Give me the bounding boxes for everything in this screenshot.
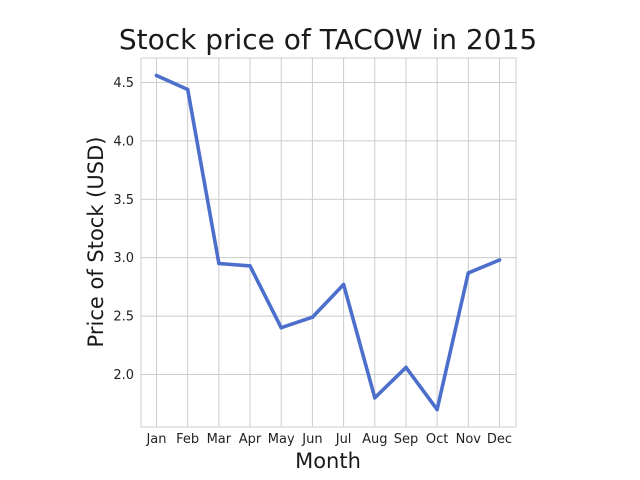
x-axis-label: Month xyxy=(295,449,361,473)
y-tick-label: 3.0 xyxy=(113,251,134,266)
y-tick-label: 4.0 xyxy=(113,134,134,149)
y-tick-label: 4.5 xyxy=(113,76,134,91)
data-point-nov xyxy=(466,271,471,275)
x-tick-label: Mar xyxy=(207,432,232,447)
y-tick-label: 3.5 xyxy=(113,193,134,208)
y-tick-labels: 2.0 2.5 3.0 3.5 4.0 4.5 xyxy=(113,76,134,383)
y-tick-label: 2.0 xyxy=(113,368,134,383)
x-tick-label: Feb xyxy=(176,432,199,447)
x-tick-label: Jun xyxy=(301,432,322,447)
x-tick-label: Aug xyxy=(362,432,387,447)
series-line xyxy=(154,73,502,412)
data-point-apr xyxy=(248,264,252,268)
chart-title: Stock price of TACOW in 2015 xyxy=(119,23,537,56)
x-tick-label: Nov xyxy=(456,432,482,447)
series-layer xyxy=(154,73,502,412)
y-axis-label: Price of Stock (USD) xyxy=(84,137,108,348)
data-point-jan xyxy=(154,73,159,78)
data-point-sep xyxy=(404,365,408,370)
grid-layer xyxy=(141,58,516,427)
y-tick-label: 2.5 xyxy=(113,310,134,325)
data-point-aug xyxy=(373,396,377,400)
x-tick-label: Jul xyxy=(335,432,352,447)
data-point-feb xyxy=(185,87,190,92)
x-tick-label: Oct xyxy=(426,432,448,447)
data-point-may xyxy=(279,325,284,330)
x-tick-label: Dec xyxy=(487,432,512,447)
plot-area-frame xyxy=(140,57,517,428)
data-point-mar xyxy=(217,261,221,266)
x-tick-label: Apr xyxy=(239,432,262,447)
x-tick-label: Sep xyxy=(394,432,419,447)
data-point-oct xyxy=(435,407,439,412)
x-tick-label: Jan xyxy=(145,432,166,447)
x-tick-labels: Jan Feb Mar Apr May Jun Jul Aug Sep Oct Nov Dec xyxy=(145,432,512,447)
data-point-dec xyxy=(497,258,502,262)
data-point-jun xyxy=(310,315,315,320)
x-tick-label: May xyxy=(268,432,295,447)
data-point-jul xyxy=(341,282,346,287)
